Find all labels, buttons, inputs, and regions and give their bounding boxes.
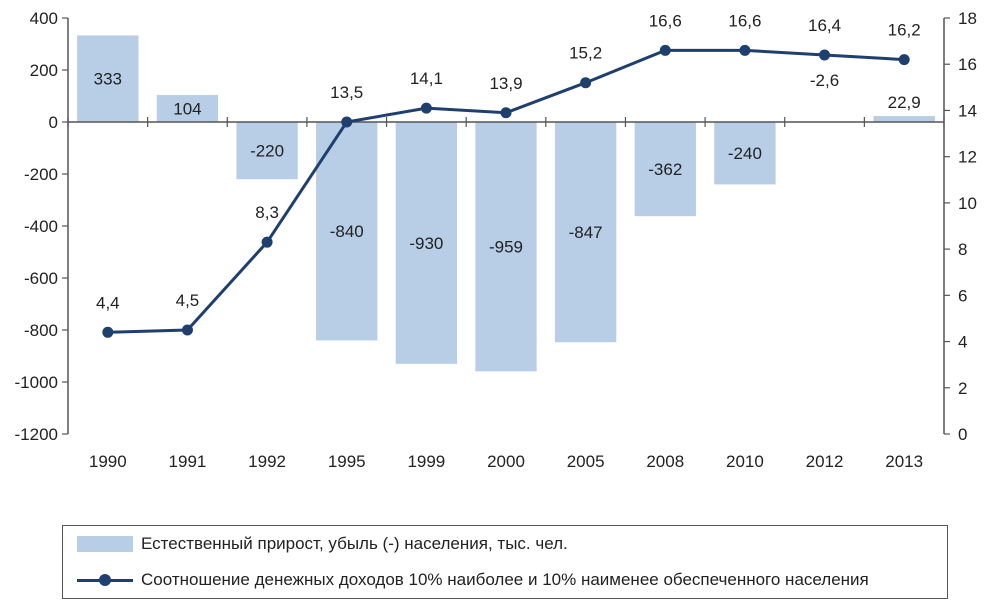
bar-data-label: -240 (728, 144, 762, 163)
chart: 4002000-200-400-600-800-1000-12001816141… (15, 9, 977, 471)
right-tick-label: 14 (958, 101, 977, 120)
left-tick-label: 200 (30, 61, 58, 80)
ratio-data-label: 8,3 (255, 203, 279, 222)
bar-data-label: -840 (330, 222, 364, 241)
bar-data-label: -847 (569, 223, 603, 242)
ratio-point (739, 44, 751, 56)
right-tick-label: 18 (958, 9, 977, 28)
legend-line-swatch (77, 572, 133, 588)
ratio-data-label: 4,5 (176, 291, 200, 310)
ratio-point (102, 326, 114, 338)
bar-data-label: -362 (648, 160, 682, 179)
left-tick-label: -400 (24, 217, 58, 236)
right-tick-label: 16 (958, 55, 977, 74)
bar (395, 122, 458, 364)
x-tick-label: 2010 (726, 452, 764, 471)
bar-data-label: -2,6 (810, 71, 839, 90)
x-tick-label: 2012 (806, 452, 844, 471)
left-tick-label: -800 (24, 321, 58, 340)
legend-bar-swatch (77, 536, 133, 552)
x-tick-label: 1999 (407, 452, 445, 471)
left-tick-label: -200 (24, 165, 58, 184)
ratio-point (341, 116, 353, 128)
bar (634, 122, 696, 217)
ratio-data-label: 14,1 (410, 69, 443, 88)
bar-data-label: 104 (173, 99, 201, 118)
legend-bar-label: Естественный прирост, убыль (-) населени… (141, 534, 568, 553)
bar-data-label: 333 (94, 70, 122, 89)
left-tick-label: 0 (49, 113, 58, 132)
right-tick-label: 0 (958, 425, 967, 444)
bar-data-label: -959 (489, 238, 523, 257)
ratio-data-label: 13,9 (489, 74, 522, 93)
x-tick-label: 2005 (567, 452, 605, 471)
legend: Естественный прирост, убыль (-) населени… (62, 525, 948, 599)
bar (236, 122, 298, 180)
bar (554, 122, 617, 343)
bar (77, 35, 139, 122)
bar (873, 116, 935, 122)
right-tick-label: 2 (958, 379, 967, 398)
bar-data-label: 22,9 (888, 93, 921, 112)
right-tick-label: 4 (958, 333, 967, 352)
bar-data-label: -220 (250, 142, 284, 161)
ratio-point (420, 102, 432, 114)
left-tick-label: -1000 (15, 373, 58, 392)
bar (475, 122, 537, 372)
ratio-data-label: 16,4 (808, 16, 841, 35)
legend-item-bars: Естественный прирост, убыль (-) населени… (77, 532, 568, 556)
ratio-point (261, 236, 273, 248)
ratio-data-label: 4,4 (96, 293, 120, 312)
x-tick-label: 1995 (328, 452, 366, 471)
ratio-point (580, 77, 592, 89)
left-tick-label: 400 (30, 9, 58, 28)
bar-data-label: -930 (409, 234, 443, 253)
bar (714, 122, 776, 185)
legend-line-label: Соотношение денежных доходов 10% наиболе… (141, 570, 869, 589)
ratio-data-label: 15,2 (569, 44, 602, 63)
ratio-point (898, 54, 910, 66)
right-tick-label: 10 (958, 194, 977, 213)
x-tick-label: 2000 (487, 452, 525, 471)
ratio-data-label: 16,6 (728, 11, 761, 30)
left-tick-label: -600 (24, 269, 58, 288)
ratio-data-label: 16,2 (888, 21, 921, 40)
x-tick-label: 2013 (885, 452, 923, 471)
ratio-point (500, 107, 512, 119)
x-tick-label: 1990 (89, 452, 127, 471)
left-tick-label: -1200 (15, 425, 58, 444)
x-tick-label: 1991 (169, 452, 207, 471)
ratio-point (819, 49, 831, 61)
legend-item-line: Соотношение денежных доходов 10% наиболе… (77, 568, 869, 592)
bar (316, 122, 378, 341)
ratio-point (181, 324, 193, 336)
x-tick-label: 2008 (646, 452, 684, 471)
ratio-data-label: 13,5 (330, 83, 363, 102)
ratio-point (659, 44, 671, 56)
right-tick-label: 8 (958, 240, 967, 259)
right-tick-label: 12 (958, 148, 977, 167)
right-tick-label: 6 (958, 286, 967, 305)
ratio-data-label: 16,6 (649, 11, 682, 30)
x-tick-label: 1992 (248, 452, 286, 471)
bar (156, 94, 219, 122)
